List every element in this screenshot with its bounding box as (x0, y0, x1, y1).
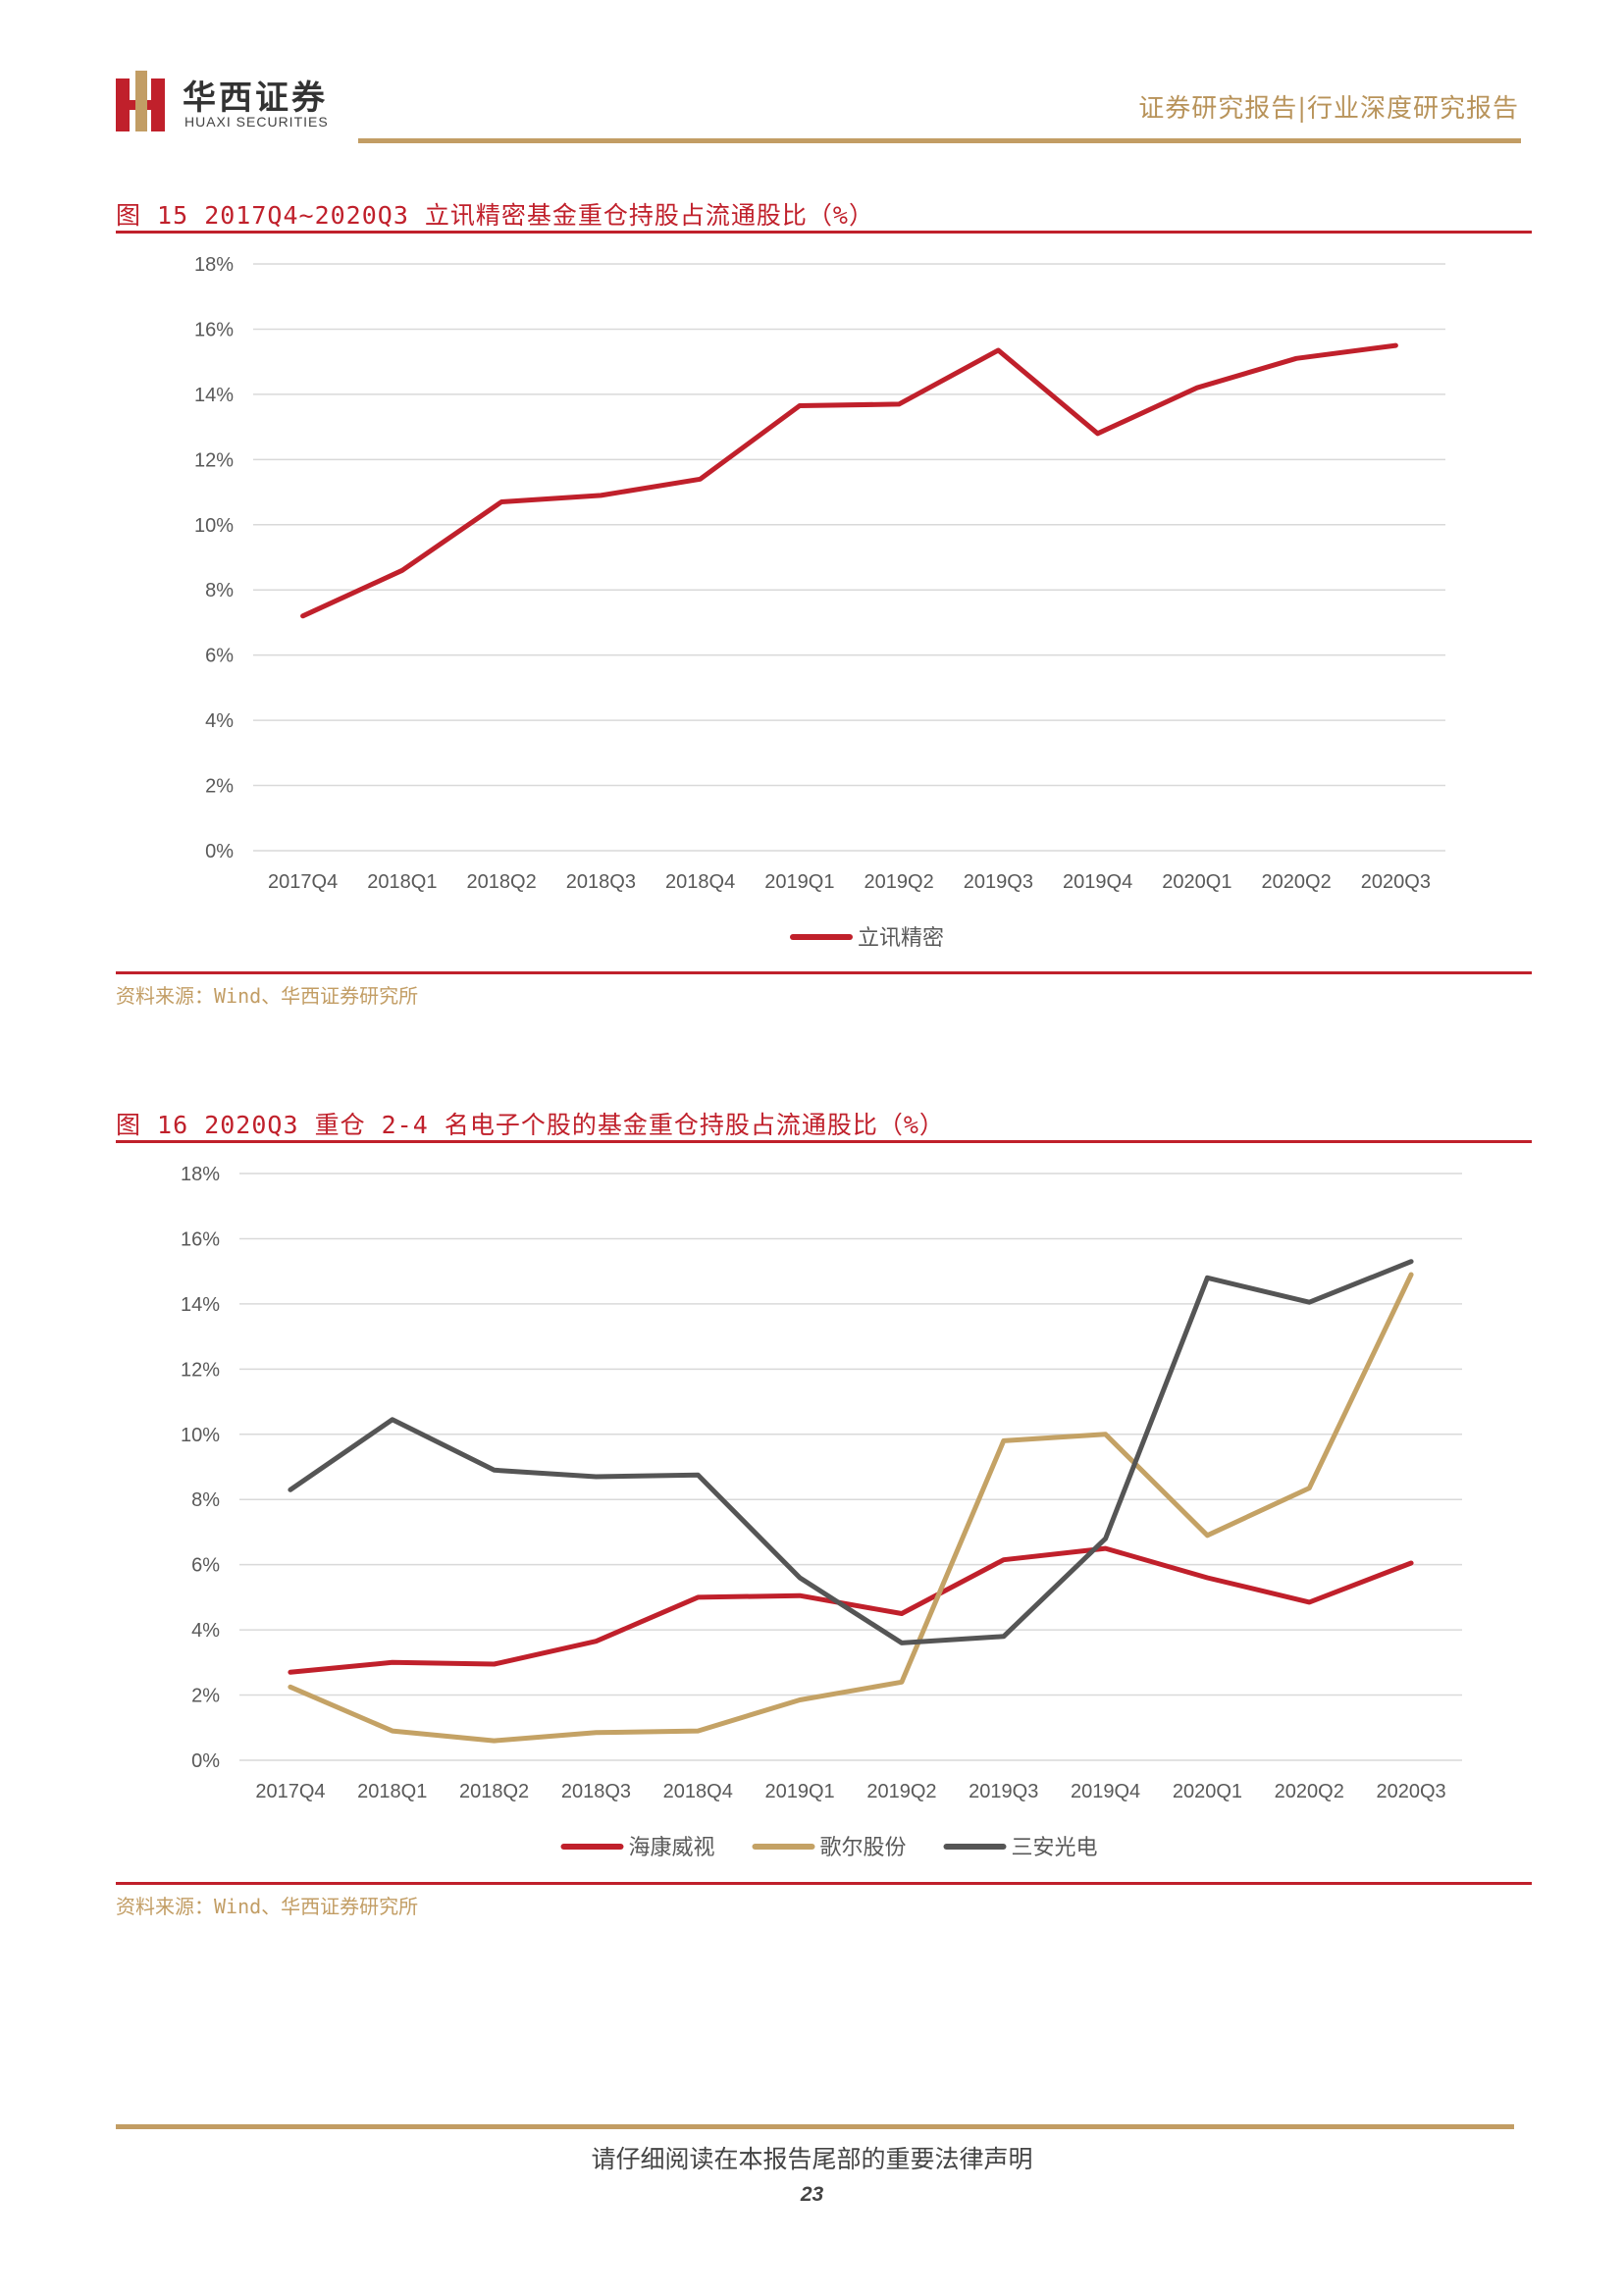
brand-name-en: HUAXI SECURITIES (184, 114, 329, 130)
figure-16-chart: 0% 2% 4% 6% 8% 10% 12% 14% 16% 18% 2017Q4 2018Q1 201… (181, 1164, 1462, 1859)
figure-15-title: 图 15 2017Q4~2020Q3 立讯精密基金重仓持股占流通股比（%） (116, 201, 874, 230)
x-tick-label: 2020Q3 (1361, 871, 1431, 893)
figure-15-bottom-rule (116, 971, 1532, 974)
figure-15-top-rule (116, 231, 1532, 234)
report-type: 证券研究报告|行业深度研究报告 (1138, 94, 1519, 124)
x-tick-label: 2020Q3 (1376, 1781, 1445, 1802)
legend-label: 海康威视 (629, 1835, 715, 1859)
y-tick-label: 6% (191, 1555, 220, 1577)
x-tick-label: 2018Q1 (357, 1781, 427, 1802)
figure-16-title: 图 16 2020Q3 重仓 2-4 名电子个股的基金重仓持股占流通股比（%） (116, 1111, 945, 1139)
y-tick-label: 18% (194, 254, 234, 276)
x-tick-label: 2018Q1 (367, 871, 437, 893)
x-tick-label: 2019Q3 (964, 871, 1033, 893)
x-tick-label: 2018Q3 (561, 1781, 631, 1802)
y-tick-label: 0% (191, 1750, 220, 1772)
legend-label: 歌尔股份 (820, 1835, 907, 1859)
x-tick-label: 2020Q2 (1275, 1781, 1344, 1802)
y-tick-label: 18% (181, 1164, 220, 1185)
figure-16-bottom-rule (116, 1882, 1532, 1885)
y-tick-label: 10% (181, 1425, 220, 1446)
series-line-海康威视 (288, 1545, 1414, 1675)
y-tick-label: 12% (181, 1359, 220, 1381)
series-line-立讯精密 (300, 342, 1398, 619)
x-tick-label: 2019Q2 (866, 1781, 936, 1802)
x-tick-label: 2019Q2 (864, 871, 934, 893)
y-tick-label: 8% (205, 580, 234, 601)
y-tick-label: 16% (181, 1228, 220, 1250)
page-number: 23 (800, 2183, 824, 2206)
x-tick-label: 2018Q4 (663, 1781, 733, 1802)
figure-16-source: 资料来源：Wind、华西证券研究所 (116, 1895, 419, 1918)
series-line-歌尔股份 (288, 1272, 1414, 1744)
y-tick-label: 0% (205, 841, 234, 862)
y-tick-label: 6% (205, 646, 234, 667)
x-tick-label: 2019Q3 (969, 1781, 1038, 1802)
figure-15-chart: 0% 2% 4% 6% 8% 10% 12% 14% 16% 18% 2017Q4 2018Q1 201… (194, 254, 1445, 950)
y-tick-label: 10% (194, 515, 234, 537)
y-tick-label: 14% (194, 385, 234, 406)
huaxi-logo-icon (116, 71, 165, 131)
x-tick-label: 2017Q4 (268, 871, 338, 893)
x-tick-label: 2018Q2 (467, 871, 537, 893)
legend-label: 三安光电 (1012, 1835, 1098, 1859)
x-tick-label: 2020Q1 (1173, 1781, 1242, 1802)
figure-16-top-rule (116, 1140, 1532, 1143)
figure-15-source: 资料来源：Wind、华西证券研究所 (116, 984, 419, 1008)
legal-disclaimer: 请仔细阅读在本报告尾部的重要法律声明 (591, 2145, 1033, 2173)
x-tick-label: 2020Q1 (1162, 871, 1231, 893)
x-tick-label: 2018Q3 (566, 871, 636, 893)
y-tick-label: 4% (191, 1620, 220, 1642)
x-tick-label: 2019Q4 (1071, 1781, 1140, 1802)
brand-name: 华西证券 (183, 78, 328, 118)
x-tick-label: 2019Q4 (1063, 871, 1132, 893)
y-tick-label: 12% (194, 449, 234, 471)
legend-label: 立讯精密 (858, 925, 944, 950)
y-tick-label: 14% (181, 1294, 220, 1316)
series-line-三安光电 (288, 1259, 1414, 1645)
y-tick-label: 8% (191, 1489, 220, 1511)
y-tick-label: 4% (205, 710, 234, 732)
x-tick-label: 2017Q4 (255, 1781, 325, 1802)
x-tick-label: 2020Q2 (1262, 871, 1332, 893)
header-divider (358, 138, 1521, 143)
y-tick-label: 2% (191, 1686, 220, 1707)
x-tick-label: 2019Q1 (764, 1781, 834, 1802)
y-tick-label: 16% (194, 319, 234, 340)
x-tick-label: 2019Q1 (764, 871, 834, 893)
x-tick-label: 2018Q4 (665, 871, 735, 893)
footer-divider (116, 2124, 1514, 2129)
y-tick-label: 2% (205, 776, 234, 798)
x-tick-label: 2018Q2 (459, 1781, 529, 1802)
